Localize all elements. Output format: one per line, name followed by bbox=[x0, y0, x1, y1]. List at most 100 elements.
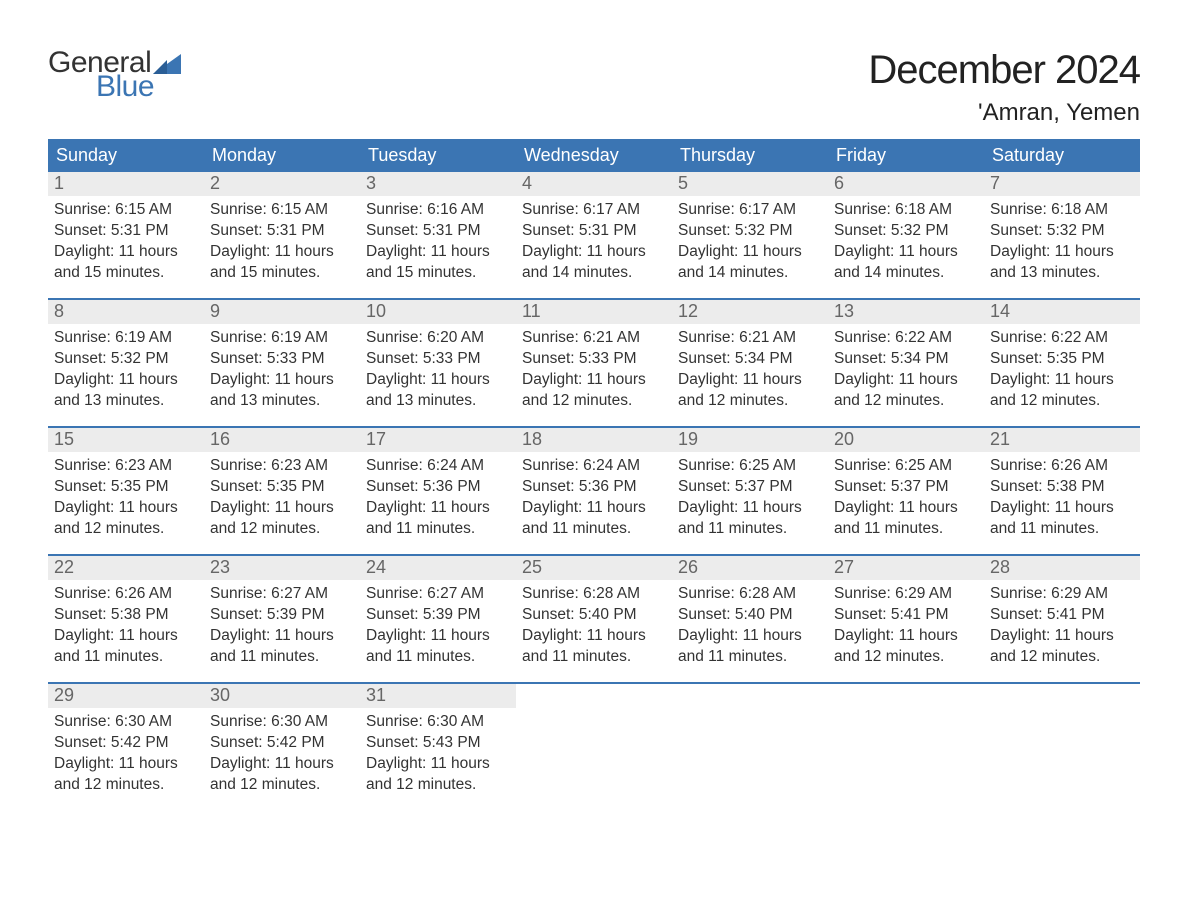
day-sunrise: Sunrise: 6:18 AM bbox=[990, 200, 1134, 221]
day-d2: and 13 minutes. bbox=[54, 391, 198, 412]
day-d1: Daylight: 11 hours bbox=[210, 498, 354, 519]
day-number: 14 bbox=[990, 301, 1010, 321]
day-body: Sunrise: 6:30 AMSunset: 5:42 PMDaylight:… bbox=[204, 708, 360, 796]
day-sunrise: Sunrise: 6:30 AM bbox=[210, 712, 354, 733]
day-number-row: 15 bbox=[48, 428, 204, 452]
day-sunset: Sunset: 5:32 PM bbox=[834, 221, 978, 242]
day-d2: and 12 minutes. bbox=[54, 775, 198, 796]
day-number-row: 18 bbox=[516, 428, 672, 452]
day-sunset: Sunset: 5:39 PM bbox=[210, 605, 354, 626]
day-number-row: 28 bbox=[984, 556, 1140, 580]
weekday-header: Wednesday bbox=[516, 139, 672, 172]
day-d1: Daylight: 11 hours bbox=[522, 242, 666, 263]
day-d1: Daylight: 11 hours bbox=[834, 242, 978, 263]
day-sunset: Sunset: 5:41 PM bbox=[834, 605, 978, 626]
day-d1: Daylight: 11 hours bbox=[54, 498, 198, 519]
day-number-row: 4 bbox=[516, 172, 672, 196]
weekday-header: Sunday bbox=[48, 139, 204, 172]
day-body: Sunrise: 6:22 AMSunset: 5:35 PMDaylight:… bbox=[984, 324, 1140, 412]
calendar-day: 30Sunrise: 6:30 AMSunset: 5:42 PMDayligh… bbox=[204, 684, 360, 810]
day-body: Sunrise: 6:17 AMSunset: 5:31 PMDaylight:… bbox=[516, 196, 672, 284]
day-d1: Daylight: 11 hours bbox=[366, 498, 510, 519]
day-d1: Daylight: 11 hours bbox=[834, 370, 978, 391]
weekday-header: Friday bbox=[828, 139, 984, 172]
day-sunrise: Sunrise: 6:26 AM bbox=[990, 456, 1134, 477]
calendar-day: 18Sunrise: 6:24 AMSunset: 5:36 PMDayligh… bbox=[516, 428, 672, 554]
day-number-row: 29 bbox=[48, 684, 204, 708]
calendar-day: 8Sunrise: 6:19 AMSunset: 5:32 PMDaylight… bbox=[48, 300, 204, 426]
day-d1: Daylight: 11 hours bbox=[366, 242, 510, 263]
day-number: 1 bbox=[54, 173, 64, 193]
day-body: Sunrise: 6:26 AMSunset: 5:38 PMDaylight:… bbox=[984, 452, 1140, 540]
day-sunset: Sunset: 5:33 PM bbox=[366, 349, 510, 370]
weekday-header: Tuesday bbox=[360, 139, 516, 172]
day-d1: Daylight: 11 hours bbox=[522, 370, 666, 391]
day-d2: and 11 minutes. bbox=[522, 519, 666, 540]
day-body: Sunrise: 6:25 AMSunset: 5:37 PMDaylight:… bbox=[828, 452, 984, 540]
day-d2: and 12 minutes. bbox=[210, 519, 354, 540]
day-d2: and 11 minutes. bbox=[366, 647, 510, 668]
calendar-day: 2Sunrise: 6:15 AMSunset: 5:31 PMDaylight… bbox=[204, 172, 360, 298]
day-sunset: Sunset: 5:42 PM bbox=[54, 733, 198, 754]
page-title: December 2024 bbox=[868, 48, 1140, 93]
day-sunset: Sunset: 5:39 PM bbox=[366, 605, 510, 626]
day-body: Sunrise: 6:15 AMSunset: 5:31 PMDaylight:… bbox=[204, 196, 360, 284]
calendar-day: 24Sunrise: 6:27 AMSunset: 5:39 PMDayligh… bbox=[360, 556, 516, 682]
weekday-header-row: Sunday Monday Tuesday Wednesday Thursday… bbox=[48, 139, 1140, 172]
day-sunrise: Sunrise: 6:24 AM bbox=[522, 456, 666, 477]
weekday-header: Thursday bbox=[672, 139, 828, 172]
calendar-week: 22Sunrise: 6:26 AMSunset: 5:38 PMDayligh… bbox=[48, 554, 1140, 682]
day-sunset: Sunset: 5:32 PM bbox=[54, 349, 198, 370]
day-body: Sunrise: 6:25 AMSunset: 5:37 PMDaylight:… bbox=[672, 452, 828, 540]
day-number: 18 bbox=[522, 429, 542, 449]
day-d2: and 11 minutes. bbox=[834, 519, 978, 540]
day-sunset: Sunset: 5:37 PM bbox=[678, 477, 822, 498]
day-sunrise: Sunrise: 6:29 AM bbox=[834, 584, 978, 605]
calendar-day: 28 Sunrise: 6:29 AMSunset: 5:41 PMDayligh… bbox=[984, 556, 1140, 682]
day-body: Sunrise: 6:29 AMSunset: 5:41 PMDaylight:… bbox=[984, 580, 1140, 668]
day-number-row: 5 bbox=[672, 172, 828, 196]
day-number-row: 8 bbox=[48, 300, 204, 324]
day-d1: Daylight: 11 hours bbox=[990, 498, 1134, 519]
day-d2: and 11 minutes. bbox=[210, 647, 354, 668]
day-sunset: Sunset: 5:42 PM bbox=[210, 733, 354, 754]
day-sunrise: Sunrise: 6:22 AM bbox=[834, 328, 978, 349]
calendar-day: 23Sunrise: 6:27 AMSunset: 5:39 PMDayligh… bbox=[204, 556, 360, 682]
day-number-row: 20 bbox=[828, 428, 984, 452]
day-body: Sunrise: 6:19 AMSunset: 5:33 PMDaylight:… bbox=[204, 324, 360, 412]
day-number: 28 bbox=[990, 557, 1010, 577]
calendar-day: 4Sunrise: 6:17 AMSunset: 5:31 PMDaylight… bbox=[516, 172, 672, 298]
title-block: December 2024 'Amran, Yemen bbox=[868, 48, 1140, 127]
day-number-row: 31 bbox=[360, 684, 516, 708]
day-d1: Daylight: 11 hours bbox=[210, 242, 354, 263]
day-number-row: 11 bbox=[516, 300, 672, 324]
calendar-day bbox=[672, 684, 828, 810]
day-sunrise: Sunrise: 6:17 AM bbox=[522, 200, 666, 221]
logo: General Blue bbox=[48, 48, 181, 102]
day-d1: Daylight: 11 hours bbox=[54, 242, 198, 263]
calendar-week: 8Sunrise: 6:19 AMSunset: 5:32 PMDaylight… bbox=[48, 298, 1140, 426]
calendar-day: 20Sunrise: 6:25 AMSunset: 5:37 PMDayligh… bbox=[828, 428, 984, 554]
day-d1: Daylight: 11 hours bbox=[834, 626, 978, 647]
day-d2: and 14 minutes. bbox=[522, 263, 666, 284]
day-body: Sunrise: 6:17 AMSunset: 5:32 PMDaylight:… bbox=[672, 196, 828, 284]
day-body: Sunrise: 6:15 AMSunset: 5:31 PMDaylight:… bbox=[48, 196, 204, 284]
day-body: Sunrise: 6:28 AMSunset: 5:40 PMDaylight:… bbox=[516, 580, 672, 668]
day-sunrise: Sunrise: 6:27 AM bbox=[366, 584, 510, 605]
day-d1: Daylight: 11 hours bbox=[990, 242, 1134, 263]
day-body: Sunrise: 6:21 AMSunset: 5:34 PMDaylight:… bbox=[672, 324, 828, 412]
day-body: Sunrise: 6:27 AMSunset: 5:39 PMDaylight:… bbox=[360, 580, 516, 668]
day-number: 25 bbox=[522, 557, 542, 577]
day-number-row: 21 bbox=[984, 428, 1140, 452]
day-number: 9 bbox=[210, 301, 220, 321]
day-number-row: 16 bbox=[204, 428, 360, 452]
day-sunset: Sunset: 5:36 PM bbox=[522, 477, 666, 498]
calendar-day: 16Sunrise: 6:23 AMSunset: 5:35 PMDayligh… bbox=[204, 428, 360, 554]
day-d2: and 12 minutes. bbox=[522, 391, 666, 412]
day-number-row: 9 bbox=[204, 300, 360, 324]
calendar-day bbox=[984, 684, 1140, 810]
day-number-row: 17 bbox=[360, 428, 516, 452]
day-number-row: 19 bbox=[672, 428, 828, 452]
day-sunset: Sunset: 5:31 PM bbox=[522, 221, 666, 242]
day-number: 12 bbox=[678, 301, 698, 321]
